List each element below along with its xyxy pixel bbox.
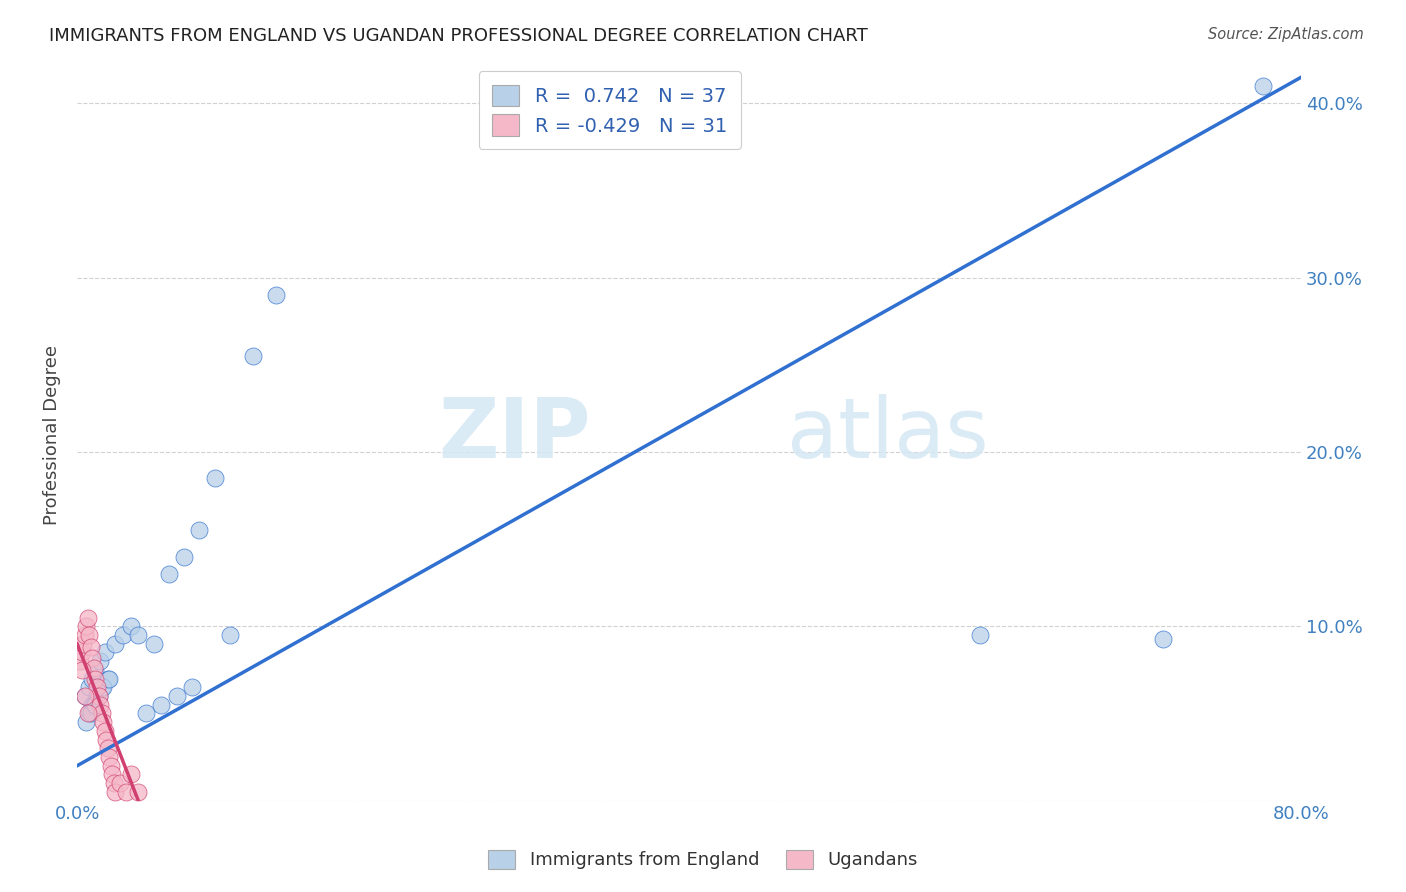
Point <box>73 689 96 703</box>
Point <box>100 758 122 772</box>
Point <box>97 741 120 756</box>
Point <box>82 698 104 712</box>
Point <box>84 672 107 686</box>
Point <box>188 524 211 538</box>
Text: atlas: atlas <box>787 394 988 475</box>
Point <box>115 785 138 799</box>
Point <box>103 776 125 790</box>
Point <box>84 663 107 677</box>
Point <box>87 689 110 703</box>
Legend: R =  0.742   N = 37, R = -0.429   N = 31: R = 0.742 N = 37, R = -0.429 N = 31 <box>478 71 741 149</box>
Point <box>104 637 127 651</box>
Point <box>98 672 121 686</box>
Point <box>120 767 142 781</box>
Point <box>82 672 104 686</box>
Point <box>80 640 103 655</box>
Point <box>75 715 97 730</box>
Point <box>82 650 104 665</box>
Point <box>127 785 149 799</box>
Point <box>219 628 242 642</box>
Point <box>1152 632 1174 646</box>
Point <box>93 645 115 659</box>
Point <box>142 637 165 651</box>
Point <box>90 706 112 721</box>
Point <box>127 628 149 642</box>
Point <box>70 663 93 677</box>
Point <box>90 681 112 695</box>
Point <box>135 706 157 721</box>
Point <box>83 698 105 712</box>
Point <box>97 672 120 686</box>
Point <box>104 785 127 799</box>
Legend: Immigrants from England, Ugandans: Immigrants from England, Ugandans <box>479 840 927 879</box>
Point <box>157 567 180 582</box>
Point <box>242 349 264 363</box>
Point <box>73 628 96 642</box>
Point <box>108 776 131 790</box>
Point <box>75 619 97 633</box>
Y-axis label: Professional Degree: Professional Degree <box>44 344 60 524</box>
Point <box>150 698 173 712</box>
Point <box>84 698 107 712</box>
Text: IMMIGRANTS FROM ENGLAND VS UGANDAN PROFESSIONAL DEGREE CORRELATION CHART: IMMIGRANTS FROM ENGLAND VS UGANDAN PROFE… <box>49 27 868 45</box>
Point <box>73 689 96 703</box>
Point <box>76 610 98 624</box>
Point <box>91 681 114 695</box>
Point <box>91 715 114 730</box>
Point <box>204 471 226 485</box>
Text: Source: ZipAtlas.com: Source: ZipAtlas.com <box>1208 27 1364 42</box>
Point <box>79 706 101 721</box>
Point <box>86 681 108 695</box>
Point <box>72 637 94 651</box>
Point <box>86 689 108 703</box>
Point <box>76 706 98 721</box>
Point <box>69 654 91 668</box>
Point <box>173 549 195 564</box>
Point <box>166 689 188 703</box>
Point <box>120 619 142 633</box>
Point <box>79 628 101 642</box>
Point <box>80 706 103 721</box>
Point <box>89 698 111 712</box>
Point <box>264 288 287 302</box>
Point <box>111 628 134 642</box>
Point <box>180 681 202 695</box>
Point <box>89 654 111 668</box>
Point <box>101 767 124 781</box>
Point <box>83 661 105 675</box>
Point <box>96 732 118 747</box>
Text: ZIP: ZIP <box>439 394 591 475</box>
Point <box>969 628 991 642</box>
Point <box>98 750 121 764</box>
Point <box>1251 78 1274 93</box>
Point <box>87 689 110 703</box>
Point <box>79 681 101 695</box>
Point <box>70 645 93 659</box>
Point <box>93 723 115 738</box>
